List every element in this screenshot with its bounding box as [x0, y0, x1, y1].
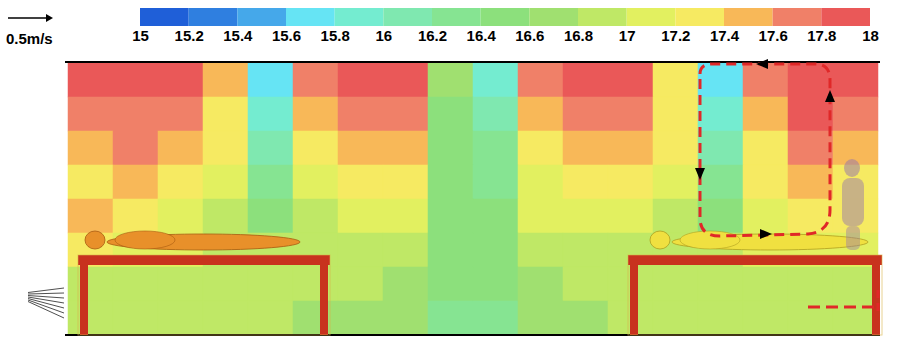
svg-text:17.2: 17.2: [661, 27, 690, 44]
svg-text:15.6: 15.6: [272, 27, 301, 44]
svg-text:17.6: 17.6: [759, 27, 788, 44]
svg-text:17.8: 17.8: [807, 27, 836, 44]
svg-text:15.4: 15.4: [223, 27, 253, 44]
svg-text:18: 18: [862, 27, 879, 44]
svg-text:15.8: 15.8: [321, 27, 350, 44]
svg-text:17.4: 17.4: [710, 27, 740, 44]
svg-text:16.4: 16.4: [467, 27, 497, 44]
svg-text:16.6: 16.6: [515, 27, 544, 44]
svg-text:17: 17: [619, 27, 636, 44]
svg-text:16: 16: [375, 27, 392, 44]
svg-text:16.2: 16.2: [418, 27, 447, 44]
svg-text:15: 15: [132, 27, 149, 44]
html-text:0.5m/s: 0.5m/s: [6, 30, 53, 47]
svg-text:15.2: 15.2: [175, 27, 204, 44]
svg-text:16.8: 16.8: [564, 27, 593, 44]
